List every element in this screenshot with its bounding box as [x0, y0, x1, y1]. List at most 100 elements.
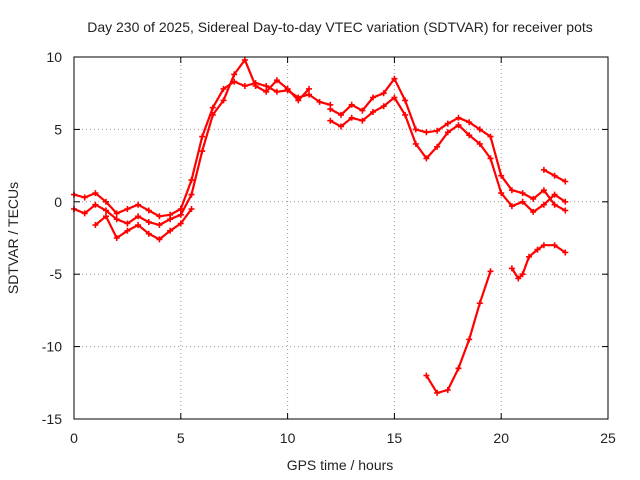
satellite-trace-7-point — [562, 249, 569, 256]
satellite-trace-4-point — [551, 201, 558, 208]
y-tick-label: -5 — [50, 266, 63, 282]
satellite-trace-4-point — [487, 133, 494, 140]
satellite-trace-7-point — [526, 253, 532, 260]
satellite-trace-7-point — [508, 265, 515, 272]
satellite-trace-2-point — [81, 210, 88, 217]
satellite-trace-1-point — [316, 98, 323, 105]
satellite-trace-1-point — [92, 190, 99, 197]
satellite-trace-4-point — [519, 190, 526, 197]
satellite-trace-6 — [425, 270, 492, 394]
satellite-trace-4-point — [348, 101, 355, 108]
plot-frame — [73, 56, 609, 420]
satellite-trace-6-point — [423, 372, 430, 379]
satellite-trace-1-point — [241, 83, 248, 89]
satellite-trace-5-point — [455, 122, 462, 129]
satellite-trace-4-point — [434, 127, 441, 134]
satellite-trace-6-point — [455, 365, 462, 372]
satellite-trace-2-point — [295, 97, 302, 104]
y-tick-label: 5 — [54, 121, 62, 137]
satellite-trace-5-point — [412, 140, 419, 147]
satellite-trace-5-point — [540, 201, 547, 208]
satellite-trace-5-point — [423, 155, 430, 162]
satellite-trace-8-point — [540, 166, 547, 173]
satellite-trace-5-point — [519, 198, 526, 205]
satellite-trace-1-point — [199, 133, 206, 140]
satellite-trace-3-point — [188, 206, 195, 212]
satellite-trace-3-point — [135, 222, 142, 228]
satellite-trace-5-point — [359, 117, 366, 124]
satellite-trace-2-point — [241, 56, 248, 63]
satellite-trace-4-point — [402, 97, 409, 104]
satellite-trace-3-point — [177, 220, 184, 227]
satellite-trace-5-point — [402, 111, 409, 118]
satellite-trace-4-point — [476, 126, 483, 133]
satellite-trace-6-point — [444, 387, 451, 393]
satellite-trace-1-point — [81, 194, 88, 201]
satellite-trace-3-point — [167, 227, 174, 234]
satellite-trace-1-point — [306, 91, 312, 98]
x-tick-label: 20 — [493, 430, 509, 446]
satellite-trace-2-point — [92, 201, 99, 208]
satellite-trace-2-point — [273, 77, 280, 84]
satellite-trace-2-point — [113, 216, 120, 223]
x-tick-label: 15 — [387, 430, 403, 446]
satellite-trace-5-point — [348, 114, 355, 121]
satellite-trace-5-point — [508, 203, 515, 210]
satellite-trace-2-point — [263, 88, 270, 95]
satellite-trace-4-point — [562, 207, 569, 214]
satellite-trace-3-point — [124, 227, 131, 234]
satellite-trace-4-point — [338, 111, 344, 118]
satellite-trace-2-point — [103, 207, 109, 214]
satellite-trace-4-point — [498, 172, 505, 179]
satellite-trace-2-point — [124, 220, 131, 227]
satellite-trace-1-point — [263, 83, 270, 89]
satellite-trace-1-point — [273, 88, 280, 95]
satellite-trace-6-point — [476, 300, 483, 307]
satellite-trace-8-point — [562, 178, 569, 185]
satellite-trace-4-point — [391, 75, 398, 82]
satellite-trace-2-point — [145, 219, 152, 226]
satellite-trace-5-point — [434, 143, 441, 150]
satellite-trace-4 — [329, 77, 567, 212]
satellite-trace-1-point — [103, 198, 109, 205]
satellite-trace-7-point — [534, 246, 541, 253]
satellite-trace-2-point — [156, 222, 163, 228]
satellite-trace-2-point — [209, 111, 216, 118]
satellite-trace-7-point — [551, 242, 558, 249]
y-tick-label: 10 — [46, 49, 62, 65]
satellite-trace-2-point — [177, 211, 184, 218]
satellite-trace-1-point — [156, 213, 163, 220]
satellite-trace-5-point — [327, 117, 334, 124]
satellite-trace-1-point — [220, 85, 227, 92]
satellite-trace-6-point — [466, 336, 473, 343]
satellite-trace-4-point — [370, 94, 376, 101]
satellite-trace-2-point — [199, 148, 206, 155]
satellite-trace-5-point — [444, 129, 451, 136]
satellite-trace-7-point — [519, 271, 526, 278]
satellite-trace-4-point — [508, 187, 515, 194]
y-axis: -15 -10 -5 0 5 10 — [42, 49, 608, 427]
satellite-trace-4-point — [423, 129, 430, 136]
satellite-trace-1-point — [188, 177, 195, 184]
satellite-trace-4-point — [530, 195, 537, 202]
satellite-trace-2-point — [231, 71, 238, 78]
x-tick-label: 10 — [280, 430, 296, 446]
satellite-trace-3-point — [103, 213, 109, 220]
satellite-trace-2-point — [135, 213, 142, 220]
x-tick-label: 5 — [177, 430, 185, 446]
y-tick-label: -15 — [42, 411, 62, 427]
satellite-trace-4-point — [359, 107, 366, 114]
satellite-trace-5-point — [476, 140, 483, 147]
satellite-trace-3-point — [113, 235, 120, 241]
satellite-trace-6-point — [434, 389, 441, 396]
satellite-trace-3-point — [145, 230, 152, 237]
series-layer — [71, 56, 569, 396]
y-tick-label: 0 — [54, 194, 62, 210]
satellite-trace-4-point — [327, 106, 334, 113]
satellite-trace-8-point — [551, 172, 558, 179]
x-axis: 0 5 10 15 20 25 — [70, 57, 616, 446]
satellite-trace-3 — [94, 207, 193, 241]
satellite-trace-5-point — [498, 190, 505, 197]
satellite-trace-4-point — [412, 126, 419, 133]
